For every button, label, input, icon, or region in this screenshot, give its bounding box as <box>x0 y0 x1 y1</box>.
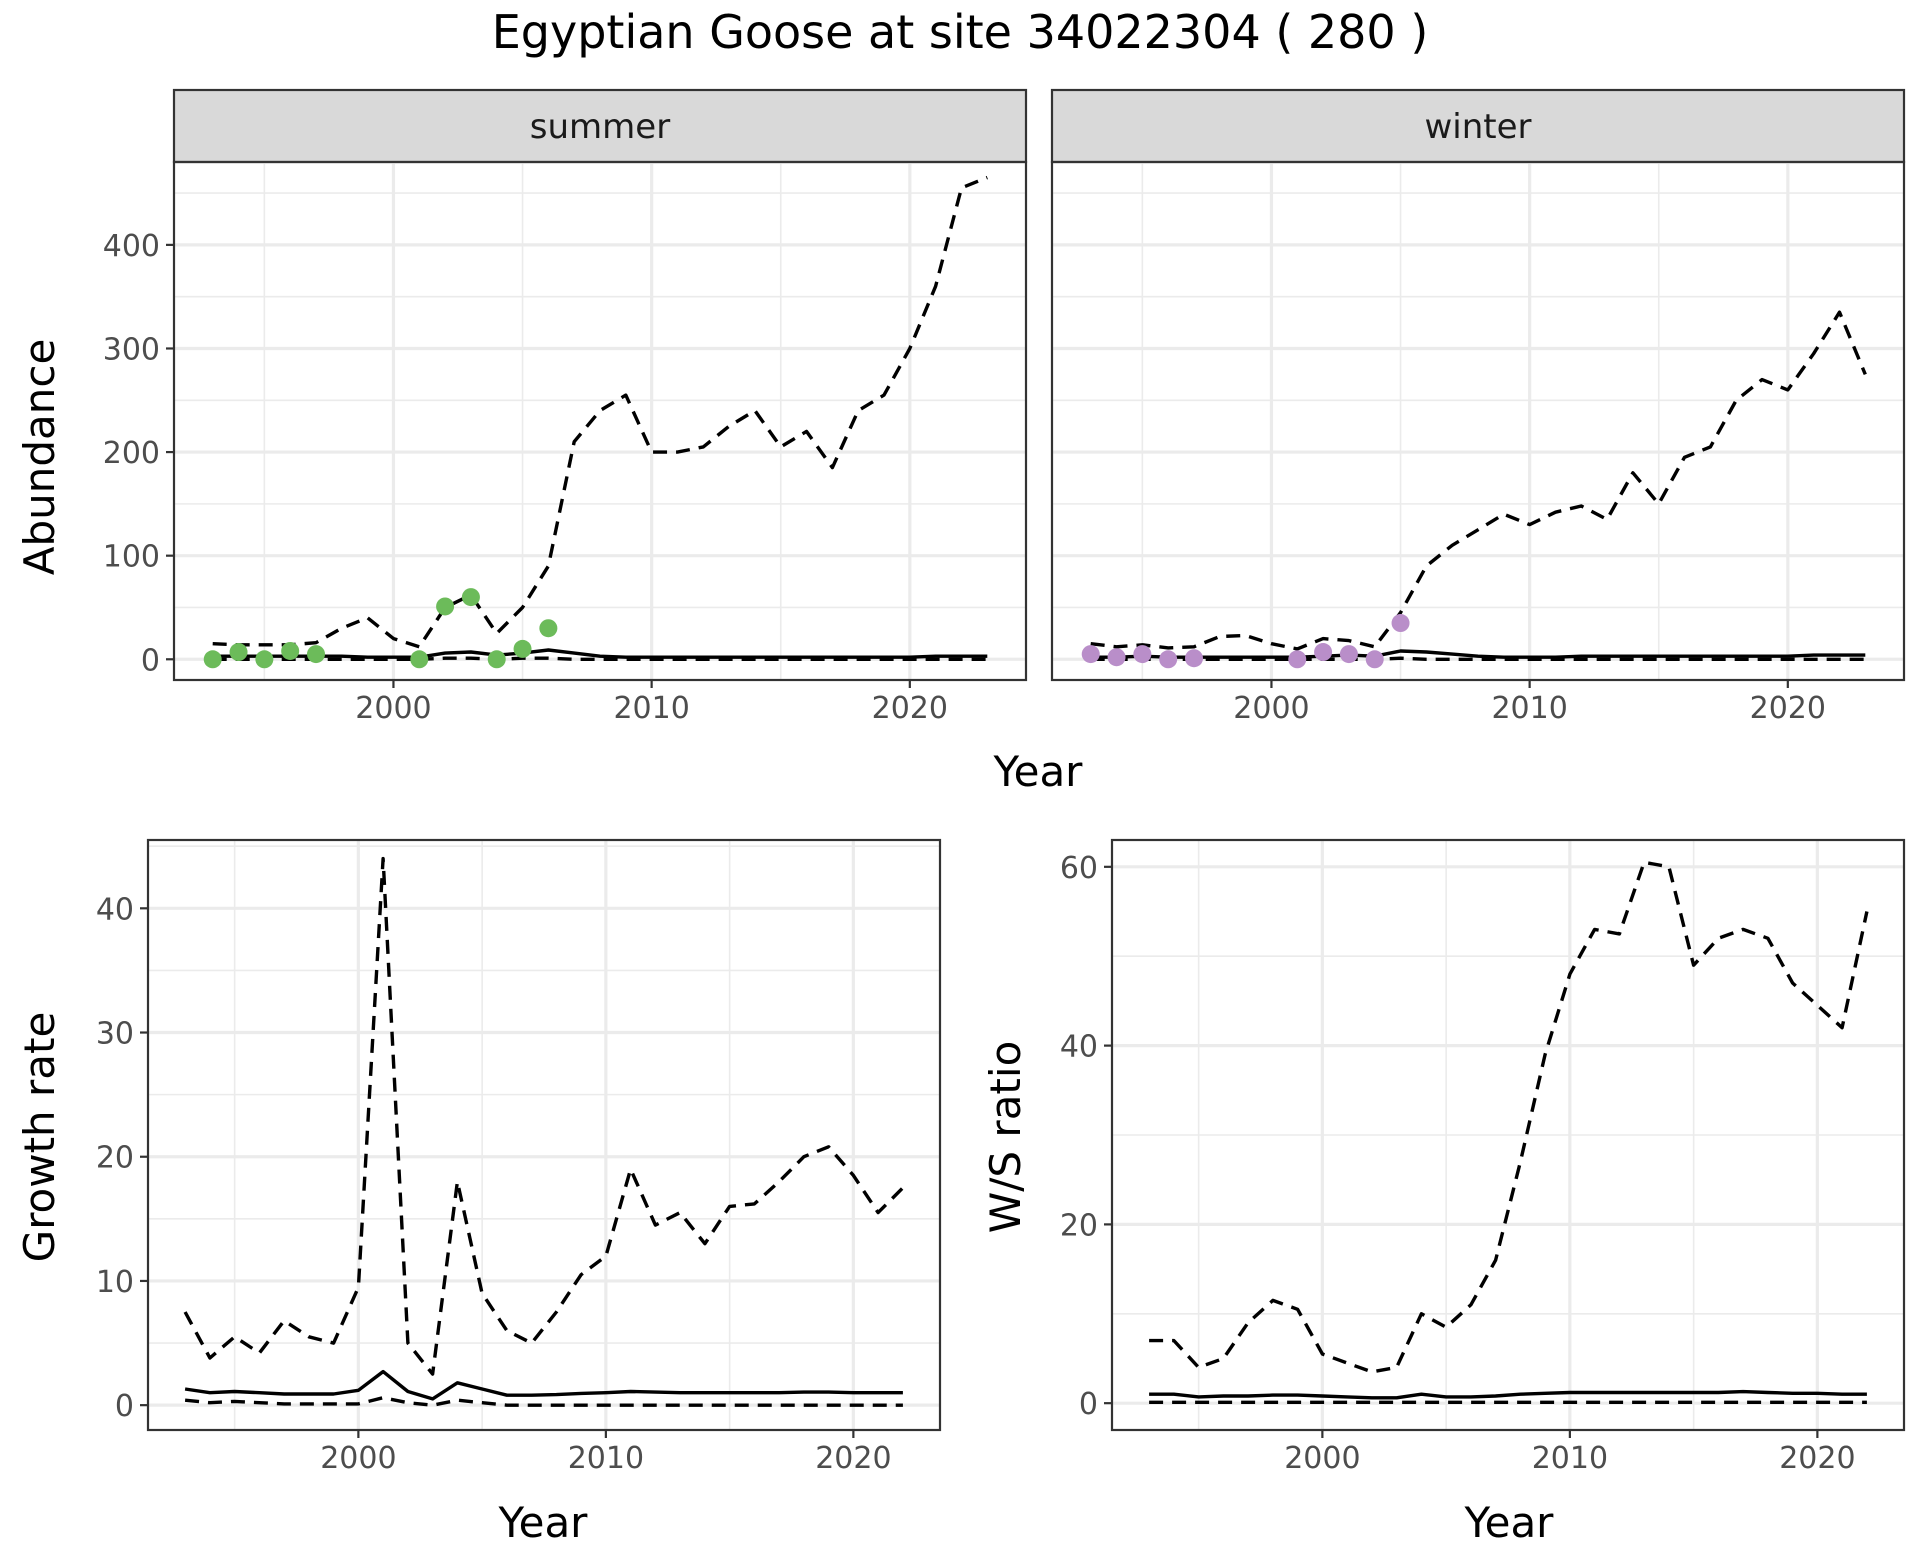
abundance-y-axis-title: Abundance <box>15 339 64 576</box>
summer-strip-label: summer <box>530 107 670 147</box>
growth-rate-estimate-line <box>184 1369 903 1401</box>
winter-data-point <box>1314 643 1333 662</box>
ws-ratio-border <box>1110 838 1906 1432</box>
growth-rate-panel: 2000 2010 2020 0 10 20 30 40 <box>96 838 942 1476</box>
growth-rate-x-tick-label: 2010 <box>568 1441 644 1476</box>
abundance-summer-panel: summer 2000 2010 2020 0 100 200 300 400 <box>103 88 1028 726</box>
ws-ratio-x-tick-label: 2000 <box>1284 1441 1360 1476</box>
figure-title: Egyptian Goose at site 34022304 ( 280 ) <box>492 5 1429 59</box>
winter-estimate-line <box>1090 649 1866 659</box>
summer-data-point <box>513 639 532 658</box>
summer-x-tick-label: 2010 <box>613 691 689 726</box>
growth-rate-y-tick-label: 20 <box>96 1141 134 1176</box>
winter-upper-bound-line <box>1090 310 1867 651</box>
winter-data-point <box>1391 614 1410 633</box>
summer-strip <box>172 88 1028 164</box>
summer-data-point <box>539 619 558 638</box>
growth-rate-x-axis-title: Year <box>498 1498 589 1547</box>
ws-ratio-x-tick-label: 2010 <box>1532 1441 1608 1476</box>
ws-ratio-panel: 2000 2010 2020 0 20 40 60 <box>1060 838 1906 1476</box>
summer-y-tick-label: 300 <box>103 332 160 367</box>
summer-x-tick-label: 2020 <box>872 691 948 726</box>
growth-rate-y-tick-label: 0 <box>115 1389 134 1424</box>
winter-data-point <box>1133 645 1152 664</box>
summer-data-point <box>203 650 222 669</box>
growth-rate-upper-bound-line <box>183 856 905 1376</box>
summer-y-tick-label: 400 <box>103 229 160 264</box>
growth-rate-y-tick-label: 10 <box>96 1265 134 1300</box>
winter-lower-bound-line <box>1090 656 1866 661</box>
summer-data-point <box>307 645 325 664</box>
summer-x-tick-label: 2000 <box>355 691 431 726</box>
ws-ratio-estimate-line <box>1149 1389 1867 1400</box>
winter-data-point <box>1159 650 1178 669</box>
summer-data-point <box>255 650 274 669</box>
growth-rate-lower-bound-line <box>184 1396 903 1407</box>
growth-rate-y-axis-title: Growth rate <box>15 1012 64 1263</box>
winter-border <box>1050 160 1906 682</box>
winter-data-point <box>1339 645 1358 664</box>
winter-data-point <box>1185 649 1203 668</box>
summer-data-point <box>281 641 300 660</box>
growth-rate-y-tick-label: 40 <box>96 892 134 927</box>
ws-ratio-x-axis-title: Year <box>1464 1498 1555 1547</box>
winter-data-point <box>1365 650 1384 669</box>
summer-y-tick-label: 200 <box>103 436 160 471</box>
summer-lower-bound-line <box>212 656 988 661</box>
summer-data-point <box>229 643 248 662</box>
growth-rate-x-tick-label: 2020 <box>815 1441 891 1476</box>
winter-data-point <box>1288 650 1307 669</box>
summer-y-tick-label: 0 <box>141 643 160 678</box>
ws-ratio-x-tick-label: 2020 <box>1779 1441 1855 1476</box>
summer-data-point <box>461 588 480 607</box>
ws-ratio-y-tick-label: 20 <box>1060 1208 1098 1243</box>
summer-data-point <box>410 650 429 669</box>
summer-estimate-line <box>212 648 988 659</box>
ws-ratio-y-tick-label: 60 <box>1060 851 1098 886</box>
growth-rate-border <box>146 838 942 1432</box>
summer-y-tick-label: 100 <box>103 540 160 575</box>
growth-rate-x-tick-label: 2000 <box>320 1441 396 1476</box>
ws-ratio-y-tick-label: 40 <box>1060 1030 1098 1065</box>
ws-ratio-y-axis-title: W/S ratio <box>981 1041 1030 1234</box>
summer-data-point <box>436 597 455 616</box>
ws-ratio-y-tick-label: 0 <box>1079 1387 1098 1422</box>
winter-data-point <box>1081 645 1100 664</box>
abundance-x-axis-title: Year <box>993 747 1084 796</box>
winter-x-tick-label: 2010 <box>1491 691 1567 726</box>
winter-data-point <box>1107 648 1126 667</box>
winter-strip <box>1050 88 1906 164</box>
summer-border <box>172 160 1028 682</box>
abundance-winter-panel: winter 2000 2010 2020 <box>1050 88 1906 726</box>
ws-ratio-upper-bound-line <box>1149 860 1869 1374</box>
winter-x-tick-label: 2000 <box>1233 691 1309 726</box>
winter-x-tick-label: 2020 <box>1750 691 1826 726</box>
winter-strip-label: winter <box>1424 107 1531 147</box>
growth-rate-y-tick-label: 30 <box>96 1017 134 1052</box>
summer-data-point <box>487 650 506 669</box>
